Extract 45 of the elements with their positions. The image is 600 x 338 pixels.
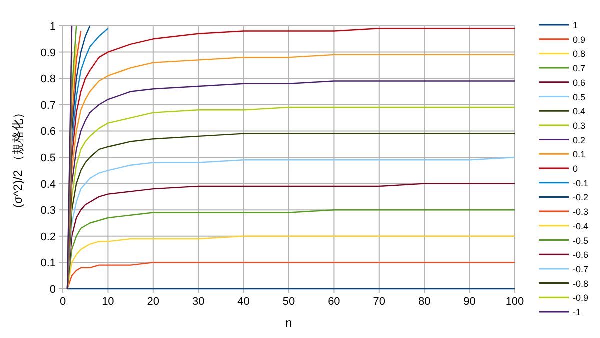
y-tick-label: 0.1	[40, 258, 56, 270]
y-tick-label: 0.8	[40, 74, 56, 86]
legend-label: 0.5	[573, 92, 586, 102]
y-tick-label: 0.9	[40, 47, 56, 60]
x-tick-label: 0	[60, 296, 66, 308]
x-tick-label: 40	[238, 296, 250, 308]
legend-label: 0.3	[573, 120, 586, 131]
x-tick-label: 50	[282, 296, 296, 308]
legend-label: 0	[573, 164, 578, 174]
y-tick-label: 0.2	[40, 231, 56, 244]
legend-label: 0.6	[573, 78, 586, 88]
x-tick-label: 80	[418, 296, 431, 308]
legend-label: -0.1	[573, 178, 589, 188]
y-tick-label: 0.3	[40, 205, 56, 218]
y-tick-label: 0.7	[40, 100, 56, 112]
legend-label: -1	[573, 308, 582, 318]
legend-label: -0.5	[573, 236, 589, 246]
legend-label: -0.8	[573, 278, 589, 289]
x-tick-label: 20	[147, 296, 160, 308]
y-tick-label: 0	[50, 284, 56, 296]
legend-label: 0.4	[573, 106, 586, 117]
x-tick-label: 10	[102, 296, 114, 308]
x-axis-title: n	[286, 316, 292, 330]
legend-label: 0.7	[573, 64, 586, 74]
y-tick-label: 1	[50, 21, 56, 33]
y-tick-label: 0.4	[40, 178, 56, 191]
y-tick-label: 0.6	[40, 126, 56, 138]
legend-label: 0.1	[573, 150, 586, 160]
legend-label: 0.2	[573, 135, 586, 146]
x-tick-label: 70	[373, 296, 386, 308]
x-tick-label: 60	[328, 296, 340, 308]
x-tick-label: 30	[192, 296, 205, 308]
y-tick-label: 0.5	[40, 152, 56, 164]
legend-label: 0.8	[573, 49, 586, 60]
y-axis-title: (σ^2)/2 （規格化）	[11, 106, 25, 208]
legend-label: -0.7	[573, 264, 589, 274]
legend-label: -0.6	[573, 250, 589, 260]
x-tick-label: 100	[506, 296, 524, 308]
legend-label: -0.4	[573, 221, 589, 232]
legend-label: -0.2	[573, 192, 589, 203]
legend-label: -0.3	[573, 207, 589, 218]
legend-label: 0.9	[573, 34, 586, 45]
legend-label: 1	[573, 20, 578, 30]
legend-label: -0.9	[573, 293, 589, 304]
x-tick-label: 90	[464, 296, 476, 308]
